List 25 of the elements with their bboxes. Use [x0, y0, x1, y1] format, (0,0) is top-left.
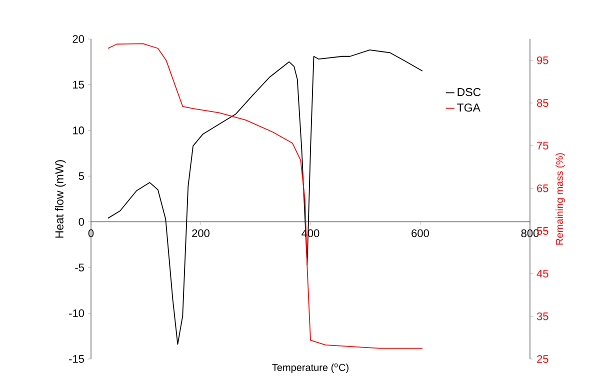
y2-tick-label: 95 — [537, 56, 548, 64]
y-tick-label: 20 — [72, 35, 84, 43]
x-tick-label: 0 — [88, 229, 94, 238]
y-tick-label: 5 — [78, 172, 84, 180]
y2-tick-label: 55 — [536, 227, 548, 235]
x-tick-label: 200 — [192, 229, 210, 238]
y-tick-label: -5 — [75, 264, 84, 272]
y2-tick-label: 75 — [537, 142, 548, 150]
x-tick-label: 600 — [412, 229, 429, 238]
x-axis-title: Temperature ($^{o}$C) — [272, 364, 348, 373]
y-tick-label: -15 — [69, 355, 84, 363]
y2-tick-label: 25 — [537, 355, 548, 363]
y-tick-label: 0 — [78, 218, 84, 226]
y-axis-title: Heat flow (mW) — [55, 160, 66, 238]
legend-label: TGA — [457, 104, 480, 112]
x-tick-label: 800 — [521, 229, 539, 238]
y2-axis-title: Remaining mass (%) — [556, 153, 565, 245]
y-tick-label: 15 — [73, 80, 84, 89]
legend-label: DSC — [458, 88, 481, 96]
y2-tick-label: 45 — [536, 270, 548, 278]
y2-tick-label: 35 — [536, 312, 548, 320]
y2-tick-label: 65 — [537, 184, 548, 192]
y-tick-label: 10 — [73, 126, 84, 134]
y-tick-label: -10 — [69, 309, 84, 318]
y2-tick-label: 85 — [536, 99, 548, 107]
